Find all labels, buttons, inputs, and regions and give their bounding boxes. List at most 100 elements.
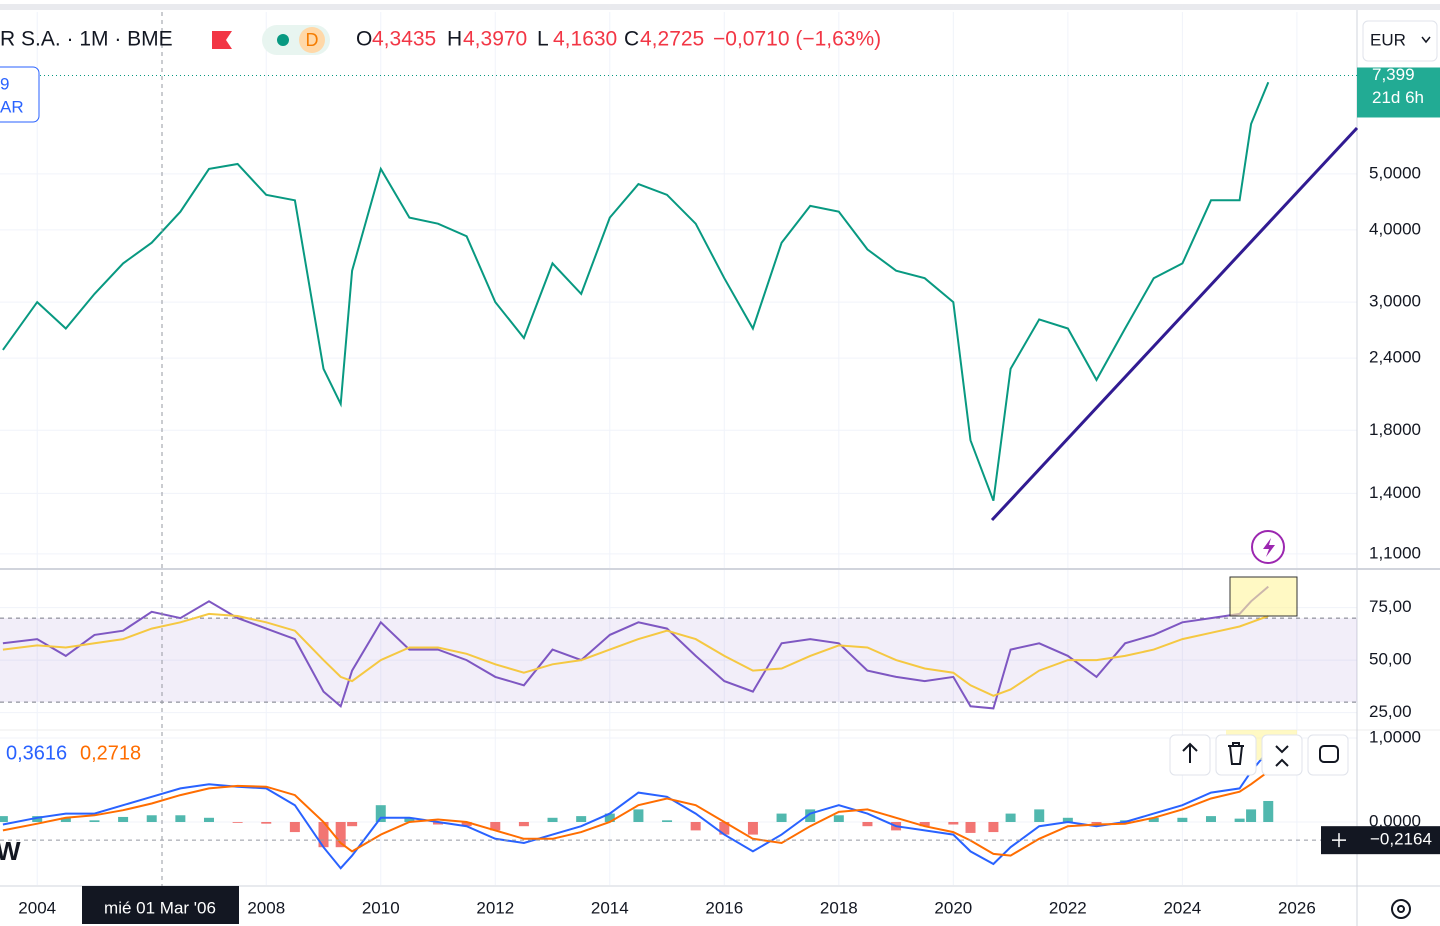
highlight-box[interactable] bbox=[1229, 576, 1298, 617]
histogram-bar bbox=[719, 821, 730, 835]
histogram-bar bbox=[89, 820, 100, 822]
histogram-bar bbox=[175, 815, 186, 822]
left-badge[interactable] bbox=[0, 66, 40, 123]
ohlc-value: 4,2725 bbox=[640, 28, 704, 51]
x-tick-label: 2012 bbox=[476, 898, 514, 917]
histogram-bar bbox=[805, 809, 816, 822]
dropdown-arrow bbox=[1421, 36, 1431, 44]
histogram-bar bbox=[518, 821, 529, 827]
maximize-button[interactable] bbox=[1307, 734, 1349, 776]
arrow-up-icon bbox=[1182, 742, 1198, 763]
plus-icon bbox=[1332, 833, 1346, 848]
x-tick-label: 2020 bbox=[934, 898, 972, 917]
histogram-bar bbox=[433, 821, 444, 825]
x-tick-label: 2010 bbox=[362, 898, 400, 917]
x-tick-label: 2004 bbox=[18, 898, 56, 917]
histogram-bar bbox=[461, 821, 472, 827]
change: −0,0710 (−1,63%) bbox=[713, 28, 881, 51]
ohlc-legend: O 4,3435 H 4,3970 L 4,1630 C 4,2725 bbox=[356, 28, 704, 51]
marker-label: −0,2164 bbox=[1370, 830, 1432, 849]
y-tick-label: 1,1000 bbox=[1369, 543, 1421, 562]
histogram-bar bbox=[318, 821, 329, 848]
macd-line bbox=[2, 770, 1269, 857]
delay-badge bbox=[299, 27, 325, 53]
histogram-bar bbox=[833, 815, 844, 822]
histogram-bar bbox=[690, 821, 701, 831]
x-tick-label: 2018 bbox=[820, 898, 858, 917]
pane-toolbar bbox=[1169, 734, 1349, 776]
crosshair-date-box bbox=[82, 886, 239, 924]
y-tick-label: 5,0000 bbox=[1369, 163, 1421, 182]
histogram-bar bbox=[633, 809, 644, 822]
plot-area bbox=[0, 74, 1357, 870]
y-tick-label: 75,00 bbox=[1369, 597, 1412, 616]
settings-icon-center bbox=[1397, 905, 1405, 913]
legend-value: 0,3616 bbox=[6, 742, 67, 764]
ohlc-value: 4,3970 bbox=[463, 28, 527, 51]
symbol-title[interactable]: R S.A. · 1M · BME bbox=[0, 28, 173, 51]
histogram-bar bbox=[547, 817, 558, 822]
y-tick-label: 4,0000 bbox=[1369, 219, 1421, 238]
histogram-bar bbox=[0, 816, 8, 822]
indicator-line bbox=[2, 612, 1269, 697]
ohlc-key: C bbox=[624, 28, 639, 51]
x-tick-label: 2024 bbox=[1163, 898, 1201, 917]
histogram-bar bbox=[335, 821, 346, 848]
histogram-bar bbox=[1148, 817, 1159, 822]
histogram-bar bbox=[1263, 800, 1274, 822]
alert-bolt bbox=[1263, 538, 1275, 557]
x-tick-label: 2026 bbox=[1278, 898, 1316, 917]
y-tick-label: 0,0000 bbox=[1369, 811, 1421, 830]
trash-icon bbox=[1228, 742, 1244, 765]
histogram-bar bbox=[1005, 813, 1016, 822]
ohlc-key: L bbox=[537, 28, 549, 51]
delay-letter: D bbox=[306, 30, 319, 50]
y-tick-label: 1,0000 bbox=[1369, 727, 1421, 746]
collapse-button[interactable] bbox=[1261, 734, 1303, 776]
currency[interactable]: EUR bbox=[1370, 30, 1406, 49]
histogram-bar bbox=[747, 821, 758, 835]
histogram-bar bbox=[347, 821, 358, 827]
x-tick-label: 2016 bbox=[705, 898, 743, 917]
legend-value: 0,2718 bbox=[80, 742, 141, 764]
histogram-bar bbox=[118, 816, 129, 822]
last-price-box bbox=[1357, 67, 1440, 118]
histogram-bar bbox=[862, 821, 873, 827]
currency-button[interactable] bbox=[1362, 20, 1438, 62]
top-strip bbox=[0, 4, 1440, 10]
crosshair-date: mié 01 Mar '06 bbox=[104, 898, 216, 917]
histogram-bar bbox=[1034, 809, 1045, 822]
rsi-band bbox=[0, 618, 1357, 703]
y-tick-label: 1,4000 bbox=[1369, 483, 1421, 502]
histogram-bar bbox=[404, 817, 415, 822]
left-badge-line: AR bbox=[0, 97, 24, 116]
histogram-bar bbox=[232, 821, 243, 823]
y-tick-label: 2,4000 bbox=[1369, 348, 1421, 367]
y-tick-label: 3,0000 bbox=[1369, 292, 1421, 311]
maximize-icon bbox=[1319, 745, 1339, 763]
histogram-bar bbox=[576, 816, 587, 822]
histogram-bar bbox=[146, 815, 157, 822]
logo: W bbox=[0, 836, 21, 866]
ohlc-value: 4,1630 bbox=[553, 28, 617, 51]
marker-label-box bbox=[1357, 826, 1440, 855]
settings-icon[interactable] bbox=[1391, 899, 1411, 919]
trend-line[interactable] bbox=[990, 126, 1359, 522]
grid bbox=[0, 12, 1357, 885]
x-tick-label: 2008 bbox=[247, 898, 285, 917]
histogram-bar bbox=[261, 821, 272, 824]
histogram-bar bbox=[776, 813, 787, 822]
last-price-label: 7,399 bbox=[1372, 65, 1415, 84]
price-line bbox=[2, 81, 1270, 502]
histogram-bar bbox=[203, 817, 214, 822]
histogram-bar bbox=[32, 816, 43, 822]
x-tick-label: 2014 bbox=[591, 898, 629, 917]
ohlc-value: 4,3435 bbox=[372, 28, 436, 51]
flag-icon[interactable] bbox=[212, 31, 232, 49]
histogram-bar bbox=[289, 821, 300, 833]
histogram-bar bbox=[1205, 816, 1216, 822]
histogram-bar bbox=[662, 820, 673, 822]
y-tick-label: 25,00 bbox=[1369, 702, 1412, 721]
delete-button[interactable] bbox=[1215, 734, 1257, 776]
